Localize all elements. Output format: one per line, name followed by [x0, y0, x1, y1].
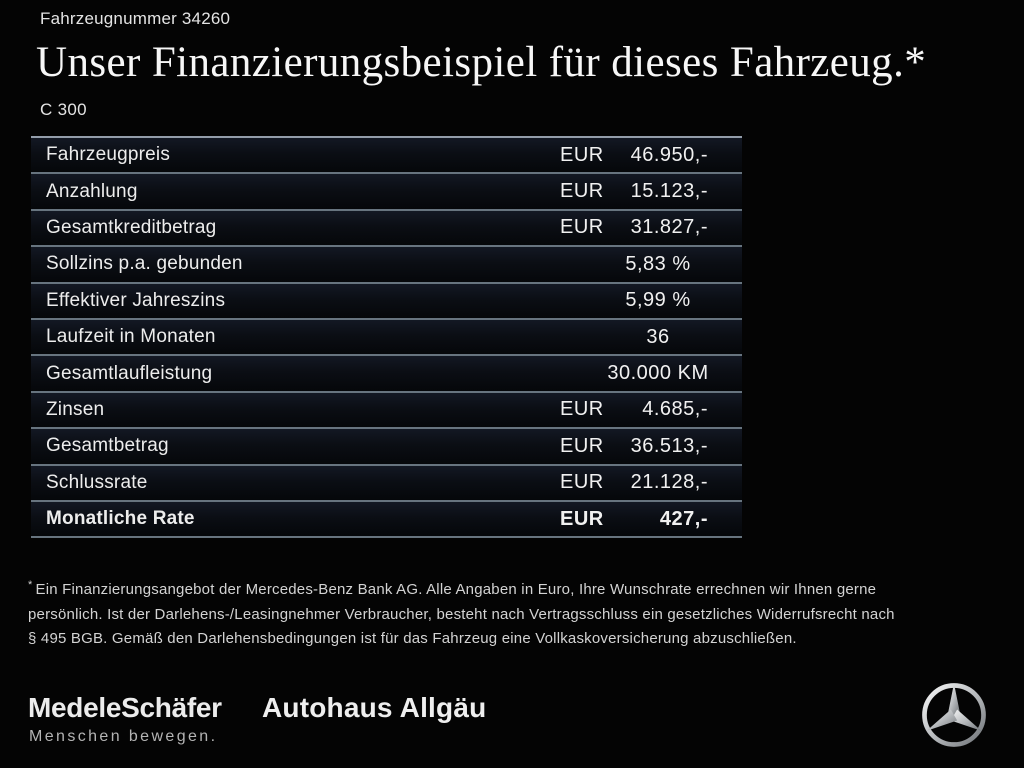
- footnote-asterisk: *: [28, 579, 33, 591]
- footer-bar: MedeleSchäfer Menschen bewegen. Autohaus…: [0, 668, 1024, 768]
- footnote-body: Ein Finanzierungsangebot der Mercedes-Be…: [28, 581, 895, 647]
- row-value: 30.000 KM: [607, 362, 709, 385]
- table-row: Effektiver Jahreszins 5,99 %: [31, 283, 742, 320]
- dealer-logo-autohaus-allgaeu: Autohaus Allgäu: [262, 692, 487, 723]
- row-value: EUR 427,-: [560, 508, 742, 531]
- currency-label: EUR: [560, 507, 604, 530]
- row-value: EUR 46.950,-: [560, 144, 742, 167]
- finance-table: Fahrzeugpreis EUR 46.950,- Anzahlung EUR 15.1…: [31, 136, 742, 539]
- row-label: Schlussrate: [46, 471, 148, 493]
- row-label: Monatliche Rate: [46, 508, 195, 530]
- row-value: 5,99 %: [625, 289, 691, 312]
- row-label: Gesamtlaufleistung: [46, 362, 213, 384]
- row-label: Effektiver Jahreszins: [46, 289, 226, 311]
- amount-value: 46.950,-: [630, 143, 708, 166]
- row-value: EUR 21.128,-: [560, 471, 742, 494]
- amount-value: 427,-: [659, 507, 708, 530]
- amount-value: 31.827,-: [630, 216, 708, 239]
- currency-label: EUR: [560, 434, 604, 457]
- table-row: Zinsen EUR 4.685,-: [31, 392, 742, 430]
- row-value: EUR 4.685,-: [560, 398, 742, 421]
- currency-label: EUR: [560, 180, 604, 203]
- dealer-logo-medeleschaefer: MedeleSchäfer: [28, 692, 222, 723]
- table-row: Schlussrate EUR 21.128,-: [31, 465, 742, 502]
- row-label: Laufzeit in Monaten: [46, 326, 216, 348]
- currency-label: EUR: [560, 216, 604, 239]
- row-label: Sollzins p.a. gebunden: [46, 253, 243, 275]
- amount-value: 4.685,-: [642, 398, 708, 421]
- row-label: Gesamtbetrag: [46, 435, 169, 457]
- row-value: 5,83 %: [625, 252, 691, 275]
- table-row: Fahrzeugpreis EUR 46.950,-: [31, 138, 742, 175]
- table-row: Gesamtkreditbetrag EUR 31.827,-: [31, 210, 742, 248]
- amount-value: 15.123,-: [630, 180, 708, 203]
- currency-label: EUR: [560, 471, 604, 494]
- vehicle-number: Fahrzeugnummer 34260: [40, 9, 231, 28]
- row-label: Zinsen: [46, 398, 105, 420]
- row-value: EUR 31.827,-: [560, 216, 742, 239]
- dealer-tagline: Menschen bewegen.: [29, 728, 218, 745]
- row-label: Gesamtkreditbetrag: [46, 216, 217, 238]
- table-row: Anzahlung EUR 15.123,-: [31, 174, 742, 211]
- table-row: Sollzins p.a. gebunden 5,83 %: [31, 247, 742, 284]
- mercedes-star-icon: [922, 683, 986, 747]
- table-row: Gesamtbetrag EUR 36.513,-: [31, 429, 742, 466]
- currency-label: EUR: [560, 143, 604, 166]
- currency-label: EUR: [560, 398, 604, 421]
- row-value: EUR 36.513,-: [560, 435, 742, 458]
- page-title: Unser Finanzierungsbeispiel für dieses F…: [36, 39, 927, 86]
- amount-value: 21.128,-: [630, 471, 708, 494]
- row-value: 36: [646, 325, 670, 348]
- vehicle-model: C 300: [40, 100, 87, 119]
- footnote-text: * Ein Finanzierungsangebot der Mercedes-B…: [28, 573, 988, 652]
- row-value: EUR 15.123,-: [560, 180, 742, 203]
- row-label: Fahrzeugpreis: [46, 144, 171, 166]
- amount-value: 36.513,-: [630, 434, 708, 457]
- table-row: Laufzeit in Monaten 36: [31, 319, 742, 357]
- row-label: Anzahlung: [46, 180, 138, 202]
- table-row: Gesamtlaufleistung 30.000 KM: [31, 356, 742, 393]
- table-row: Monatliche Rate EUR 427,-: [31, 501, 742, 539]
